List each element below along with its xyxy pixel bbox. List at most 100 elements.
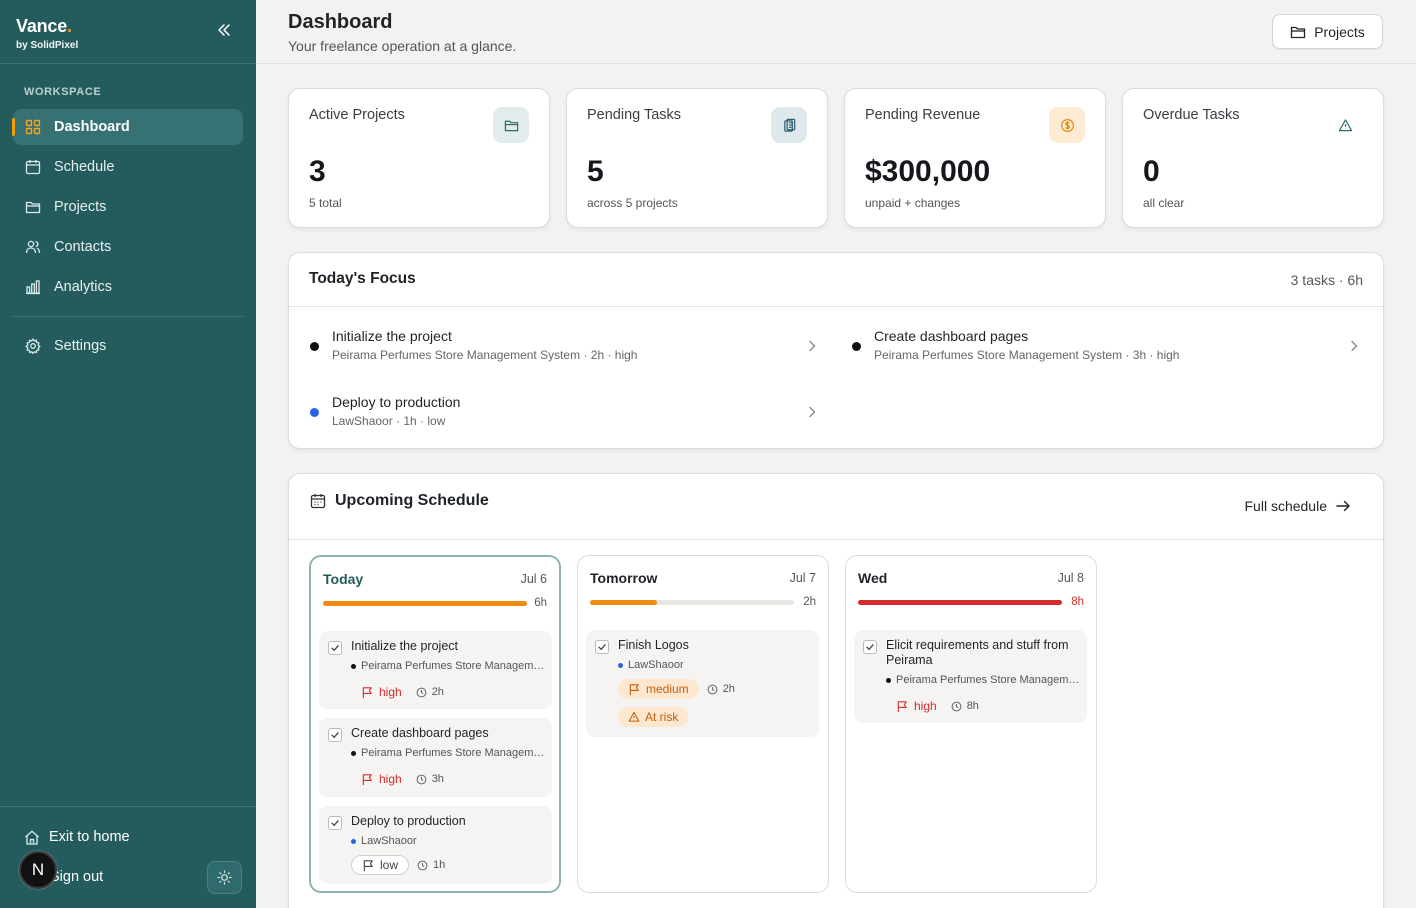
task-project-name: LawShaoor	[628, 659, 684, 671]
focus-task-item[interactable]: Deploy to production LawShaoor · 1h · lo…	[310, 394, 820, 436]
home-icon	[24, 829, 40, 845]
grid-icon	[25, 119, 41, 135]
project-color-dot	[351, 838, 356, 844]
task-card[interactable]: Finish Logos LawShaoor medium 2h At risk	[586, 630, 819, 737]
task-card[interactable]: Initialize the project Peirama Perfumes …	[319, 631, 552, 709]
task-meta: medium 2h	[618, 679, 735, 699]
exit-to-home-link[interactable]: Exit to home	[24, 829, 130, 845]
task-meta: low 1h	[351, 855, 445, 875]
day-load-fill	[858, 600, 1062, 605]
stat-note: unpaid + changes	[865, 196, 961, 210]
sidebar: Vance. by SolidPixel WORKSPACE Dashboard…	[0, 0, 256, 908]
stat-card-active-projects: Active Projects 3 5 total	[288, 88, 550, 228]
folder-icon	[493, 107, 529, 143]
hours-label: 3h	[431, 773, 444, 785]
task-checkbox[interactable]	[863, 640, 877, 654]
task-checkbox[interactable]	[328, 816, 342, 830]
task-project-name: Peirama Perfumes Store Management System	[361, 660, 546, 672]
day-hours: 2h	[803, 596, 816, 608]
stat-card-overdue-tasks: Overdue Tasks 0 all clear	[1122, 88, 1384, 228]
focus-task-details: Peirama Perfumes Store Management System…	[332, 348, 638, 362]
brand-subtitle: by SolidPixel	[16, 40, 79, 51]
at-risk-label: At risk	[645, 710, 679, 724]
task-name: Deploy to production	[351, 814, 466, 828]
projects-button-label: Projects	[1314, 23, 1365, 40]
project-color-dot	[310, 408, 319, 417]
flag-icon	[363, 859, 373, 871]
task-project-name: LawShaoor	[361, 835, 417, 847]
sidebar-item-settings[interactable]: Settings	[13, 328, 243, 364]
task-project-name: Peirama Perfumes Store Management System	[361, 747, 546, 759]
stat-note: across 5 projects	[587, 196, 678, 210]
project-color-dot	[310, 342, 319, 351]
folder-icon	[25, 199, 41, 215]
task-name: Create dashboard pages	[351, 726, 489, 740]
stat-card-pending-tasks: Pending Tasks 5 across 5 projects	[566, 88, 828, 228]
task-hours: 3h	[416, 773, 444, 785]
day-load-bar	[858, 600, 1062, 605]
day-date: Jul 7	[789, 571, 816, 585]
stat-label: Pending Revenue	[865, 107, 981, 123]
clock-icon	[416, 774, 427, 784]
sidebar-nav-secondary: Settings	[0, 328, 256, 364]
brand: Vance. by SolidPixel	[0, 0, 256, 64]
task-card[interactable]: Deploy to production LawShaoor low 1h	[319, 806, 552, 884]
collapse-sidebar-button[interactable]	[214, 20, 234, 40]
priority-badge: high	[896, 696, 937, 716]
task-project: LawShaoor	[618, 659, 684, 671]
task-card[interactable]: Create dashboard pages Peirama Perfumes …	[319, 718, 552, 797]
flag-icon	[362, 686, 372, 698]
task-hours: 2h	[707, 683, 735, 695]
sidebar-item-analytics[interactable]: Analytics	[13, 269, 243, 305]
sidebar-item-dashboard[interactable]: Dashboard	[12, 109, 243, 145]
gear-icon	[25, 338, 41, 354]
sidebar-item-schedule[interactable]: Schedule	[13, 149, 243, 185]
focus-header: Today's Focus 3 tasks · 6h	[289, 253, 1383, 307]
sign-out-link[interactable]: Sign out	[50, 869, 104, 885]
focus-task-details: Peirama Perfumes Store Management System…	[874, 348, 1180, 362]
users-icon	[25, 239, 41, 255]
task-meta: high 3h	[361, 769, 444, 789]
flag-icon	[629, 683, 639, 695]
sidebar-nav: Dashboard Schedule Projects Contacts Ana…	[0, 109, 256, 305]
projects-button[interactable]: Projects	[1272, 14, 1383, 49]
day-load-fill	[590, 600, 658, 605]
focus-task-details: LawShaoor · 1h · low	[332, 414, 446, 428]
coin-icon	[1049, 107, 1085, 143]
clock-icon	[416, 687, 427, 697]
task-checkbox[interactable]	[328, 641, 342, 655]
task-project: LawShaoor	[351, 835, 417, 847]
day-load-bar	[590, 600, 794, 605]
focus-task-item[interactable]: Initialize the project Peirama Perfumes …	[310, 328, 820, 370]
priority-badge: high	[361, 769, 402, 789]
chevron-right-icon	[809, 340, 816, 352]
task-project: Peirama Perfumes Store Management System	[886, 674, 1081, 686]
priority-label: low	[380, 858, 399, 872]
focus-task-name: Initialize the project	[332, 328, 452, 344]
theme-toggle-button[interactable]	[207, 861, 242, 894]
priority-label: high	[379, 685, 402, 699]
priority-badge: medium	[618, 679, 699, 699]
day-load-bar	[323, 601, 527, 606]
clipboard-icon	[771, 107, 807, 143]
priority-label: medium	[646, 682, 689, 696]
task-checkbox[interactable]	[595, 640, 609, 654]
task-checkbox[interactable]	[328, 728, 342, 742]
focus-task-item[interactable]: Create dashboard pages Peirama Perfumes …	[852, 328, 1362, 370]
check-icon	[331, 820, 339, 827]
calendar-icon	[25, 159, 41, 175]
avatar[interactable]: N	[19, 851, 57, 889]
stat-card-pending-revenue: Pending Revenue $300,000 unpaid + change…	[844, 88, 1106, 228]
bar-chart-icon	[25, 279, 41, 295]
sidebar-item-label: Projects	[54, 199, 107, 215]
task-card[interactable]: Elicit requirements and stuff from Peira…	[854, 630, 1087, 723]
sidebar-item-label: Analytics	[54, 279, 113, 295]
sidebar-item-projects[interactable]: Projects	[13, 189, 243, 225]
project-color-dot	[852, 342, 861, 351]
sidebar-divider	[13, 316, 243, 317]
schedule-title: Upcoming Schedule	[335, 492, 489, 509]
hours-label: 2h	[722, 683, 735, 695]
project-color-dot	[886, 677, 891, 683]
sidebar-item-contacts[interactable]: Contacts	[13, 229, 243, 265]
full-schedule-link[interactable]: Full schedule	[1245, 498, 1352, 514]
